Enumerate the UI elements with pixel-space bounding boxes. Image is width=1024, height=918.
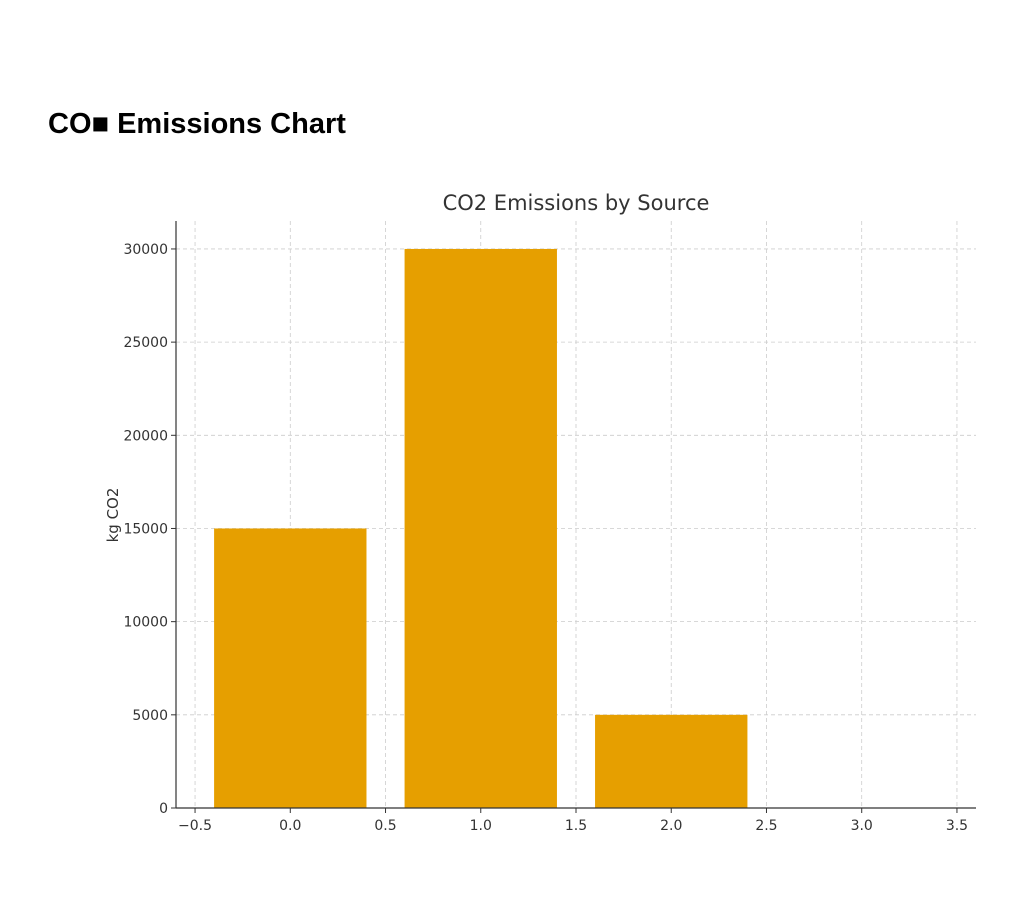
x-tick-label: 3.0	[851, 818, 873, 834]
x-tick-label: 1.5	[565, 818, 587, 834]
x-tick-label: 3.5	[946, 818, 968, 834]
bar	[214, 528, 367, 808]
x-tick-label: 0.0	[279, 818, 301, 834]
page-heading: CO■ Emissions Chart	[48, 108, 346, 140]
y-tick-label: 20000	[123, 428, 168, 444]
bar	[404, 248, 557, 808]
x-tick-label: 2.0	[660, 818, 682, 834]
bar	[595, 714, 748, 808]
y-tick-label: 10000	[123, 615, 168, 631]
y-tick-label: 15000	[123, 521, 168, 537]
x-tick-label: 1.0	[470, 818, 492, 834]
x-tick-label: 0.5	[374, 818, 396, 834]
chart-title: CO2 Emissions by Source	[443, 191, 710, 215]
y-tick-label: 25000	[123, 335, 168, 351]
x-tick-label: −0.5	[178, 818, 212, 834]
y-tick-label: 0	[159, 801, 168, 817]
y-tick-label: 30000	[123, 242, 168, 258]
y-tick-label: 5000	[132, 708, 168, 724]
x-tick-label: 2.5	[755, 818, 777, 834]
y-axis-label: kg CO2	[104, 488, 122, 543]
